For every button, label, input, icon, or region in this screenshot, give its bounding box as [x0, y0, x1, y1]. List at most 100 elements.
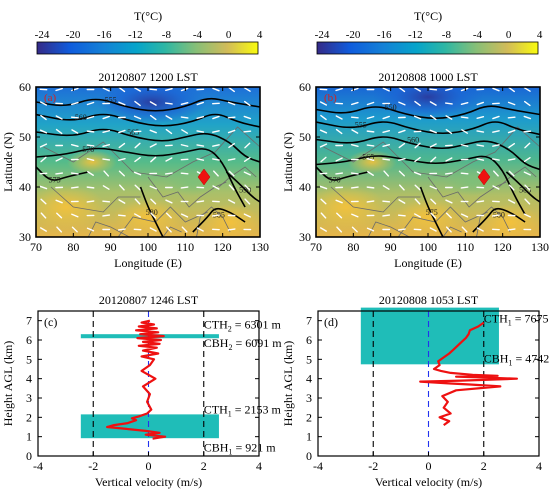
- wind-vector: [413, 115, 422, 120]
- wind-vector: [350, 144, 359, 147]
- colorbar-tick-label: -12: [408, 29, 423, 41]
- wind-vector: [212, 87, 220, 92]
- wind-vector: [413, 171, 422, 176]
- y-tick-label: 0: [306, 449, 312, 463]
- wind-vector: [335, 199, 343, 204]
- warm-region: [480, 204, 540, 237]
- site-marker: [477, 168, 491, 186]
- wind-vector: [492, 158, 500, 161]
- wind-vector: [165, 157, 173, 162]
- annotation-name: CBH: [484, 351, 509, 365]
- wind-vector: [382, 115, 390, 120]
- wind-vector: [227, 116, 236, 119]
- wind-vector: [319, 101, 328, 106]
- wind-vector: [228, 170, 235, 177]
- wind-vector: [164, 102, 173, 105]
- wind-vector: [102, 158, 111, 161]
- wind-vector: [445, 157, 453, 162]
- panel-label: (d): [324, 315, 338, 329]
- wind-vector: [181, 129, 189, 134]
- annotation-subscript: 2: [228, 325, 232, 334]
- wind-vector: [319, 227, 327, 232]
- x-axis-label: Vertical velocity (m/s): [375, 475, 482, 489]
- x-axis-label: Longitude (E): [394, 256, 462, 270]
- x-tick-label: 120: [494, 240, 512, 254]
- wind-vector: [55, 115, 63, 120]
- contour-label: 570: [329, 176, 341, 185]
- wind-vector: [430, 198, 437, 205]
- wind-vector: [165, 115, 173, 120]
- wind-vector: [70, 172, 79, 175]
- colorbar-tick-label: -12: [128, 29, 143, 41]
- x-tick-label: 70: [310, 240, 322, 254]
- wind-vector: [398, 142, 406, 149]
- wind-vector: [196, 158, 205, 161]
- wind-vector: [165, 212, 172, 219]
- x-tick-label: -4: [313, 459, 323, 473]
- wind-vector: [165, 199, 173, 204]
- wind-vector: [445, 128, 453, 135]
- annotation-value: = 2153 m: [232, 403, 282, 417]
- warm-region: [67, 150, 117, 174]
- height-contour: [505, 171, 540, 203]
- panel-label: (a): [44, 92, 57, 104]
- x-tick-label: 2: [481, 459, 487, 473]
- y-tick-label: 0: [26, 449, 32, 463]
- x-tick-label: 100: [139, 240, 157, 254]
- y-tick-label: 4: [306, 372, 312, 386]
- velocity-profile: [106, 319, 167, 440]
- x-tick-label: 80: [67, 240, 79, 254]
- boundary-line: [43, 126, 260, 178]
- cloud-annotation: CBH2 = 6091 m: [204, 336, 282, 352]
- colorbar-tick-labels: -24 -20 -16 -12 -8 -4 0 4: [315, 29, 543, 41]
- panel-title: 20120808 1053 LST: [379, 293, 479, 307]
- wind-vector: [492, 130, 500, 133]
- colorbar-tick-label: -4: [193, 29, 203, 41]
- wind-vector: [86, 200, 95, 203]
- wind-vector: [523, 87, 531, 92]
- wind-vector: [366, 130, 375, 133]
- boundary-line: [218, 166, 257, 188]
- cloud-annotation: CTH2 = 6301 m: [204, 318, 282, 334]
- wind-vector: [351, 226, 358, 233]
- wind-vector: [508, 170, 515, 177]
- wind-vector: [320, 198, 327, 205]
- wind-vector: [244, 142, 251, 149]
- height-contour: [316, 105, 540, 120]
- panel-title: 20120807 1246 LST: [99, 293, 199, 307]
- annotation-subscript: 1: [508, 319, 512, 328]
- x-tick-label: 80: [347, 240, 359, 254]
- wind-vector: [398, 101, 406, 106]
- wind-vector: [102, 129, 111, 134]
- colorbar-tick-label: -20: [346, 29, 361, 41]
- wind-vector: [55, 172, 64, 175]
- wind-vector: [414, 184, 421, 191]
- wind-vector: [398, 170, 405, 177]
- wind-vector: [102, 200, 111, 203]
- cloud-annotation: CTH1 = 7675 m: [484, 312, 550, 328]
- y-tick-label: 60: [19, 80, 31, 94]
- contour-label: 590: [239, 186, 251, 195]
- wind-vector: [382, 87, 390, 92]
- contour-label: 560: [75, 113, 87, 122]
- wind-vector: [196, 200, 205, 203]
- colorbar-tick-label: -24: [315, 29, 330, 41]
- wind-vector: [492, 87, 500, 92]
- wind-vector: [118, 158, 126, 161]
- y-tick-label: 6: [306, 333, 312, 347]
- wind-vector: [180, 172, 189, 175]
- wind-vector: [39, 185, 48, 190]
- wind-vector: [86, 144, 95, 147]
- wind-vector: [476, 200, 485, 203]
- wind-vector: [86, 101, 95, 106]
- wind-vector: [150, 156, 157, 163]
- wind-vector: [429, 114, 437, 121]
- wind-vector: [134, 198, 141, 205]
- wind-vector: [507, 129, 516, 134]
- contour-label: 555: [105, 96, 117, 105]
- contour-label: 555: [355, 121, 367, 130]
- wind-vector: [492, 115, 500, 120]
- wind-vector: [243, 213, 251, 218]
